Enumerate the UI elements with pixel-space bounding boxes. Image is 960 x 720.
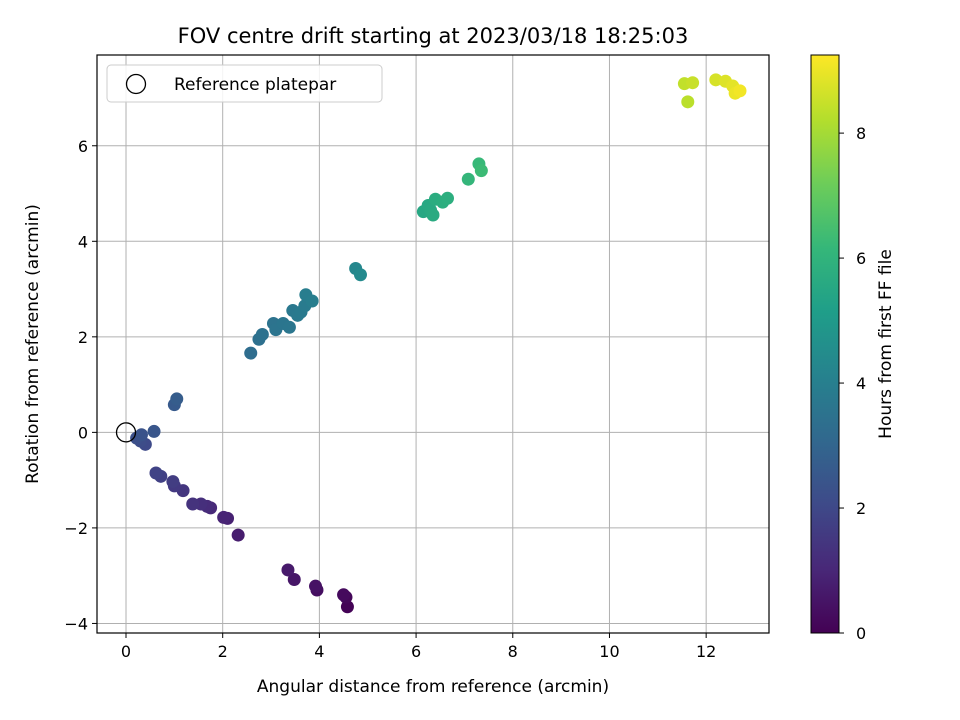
colorbar-frame xyxy=(810,54,840,634)
data-point xyxy=(244,346,258,360)
colorbar-tick-label: 8 xyxy=(856,124,866,143)
data-point xyxy=(281,563,295,577)
data-point xyxy=(282,320,296,334)
data-point xyxy=(337,588,351,602)
x-tick-label: 0 xyxy=(121,642,131,661)
data-point xyxy=(681,95,695,109)
x-tick-label: 10 xyxy=(599,642,619,661)
data-point xyxy=(186,497,200,511)
colorbar-label: Hours from first FF file xyxy=(876,249,896,439)
y-axis-label: Rotation from reference (arcmin) xyxy=(23,204,43,484)
data-point xyxy=(686,76,700,90)
data-point xyxy=(134,428,148,442)
x-tick-label: 4 xyxy=(314,642,324,661)
x-tick-label: 2 xyxy=(218,642,228,661)
y-axis-ticks: −4 −2 0 2 4 6 xyxy=(64,137,97,633)
x-axis-ticks: 0 2 4 6 8 10 12 xyxy=(121,633,716,661)
data-point xyxy=(305,294,319,308)
data-point xyxy=(170,392,184,406)
colorbar-tick-label: 4 xyxy=(856,374,866,393)
data-point xyxy=(474,164,488,178)
y-tick-label: 2 xyxy=(78,328,88,347)
colorbar-gradient xyxy=(811,55,839,633)
y-tick-label: −2 xyxy=(64,519,88,538)
data-point xyxy=(287,572,301,586)
colorbar-tick-label: 0 xyxy=(856,624,866,643)
data-point xyxy=(709,73,723,87)
legend-box xyxy=(106,64,383,103)
colorbar: 0 2 4 6 8 Hours from first FF file xyxy=(810,54,896,643)
x-tick-label: 6 xyxy=(411,642,421,661)
colorbar-tick-label: 6 xyxy=(856,249,866,268)
data-point xyxy=(231,528,245,542)
y-tick-label: 4 xyxy=(78,232,88,251)
data-point xyxy=(149,466,163,480)
data-point xyxy=(461,172,475,186)
data-points xyxy=(115,73,747,614)
data-point xyxy=(441,191,455,205)
x-tick-label: 8 xyxy=(508,642,518,661)
data-point xyxy=(255,327,269,341)
data-point xyxy=(309,579,323,593)
y-tick-label: 0 xyxy=(78,423,88,442)
legend-marker-open-circle xyxy=(125,73,147,95)
data-point xyxy=(217,510,231,524)
legend: Reference platepar xyxy=(106,64,383,103)
reference-platepar-marker xyxy=(115,422,137,443)
data-point xyxy=(340,600,354,614)
data-point xyxy=(426,208,440,222)
data-point xyxy=(147,424,161,438)
legend-entry-reference-platepar: Reference platepar xyxy=(174,75,336,95)
plot-frame xyxy=(96,54,770,634)
y-tick-label: −4 xyxy=(64,614,88,633)
data-point xyxy=(166,475,180,489)
x-axis-label: Angular distance from reference (arcmin) xyxy=(257,677,609,697)
colorbar-ticks: 0 2 4 6 8 xyxy=(839,124,866,643)
y-tick-label: 6 xyxy=(78,137,88,156)
x-tick-label: 12 xyxy=(696,642,716,661)
data-point xyxy=(353,268,367,282)
grid-lines xyxy=(97,55,769,633)
colorbar-tick-label: 2 xyxy=(856,499,866,518)
chart-title: FOV centre drift starting at 2023/03/18 … xyxy=(178,24,689,48)
data-point xyxy=(733,84,747,98)
